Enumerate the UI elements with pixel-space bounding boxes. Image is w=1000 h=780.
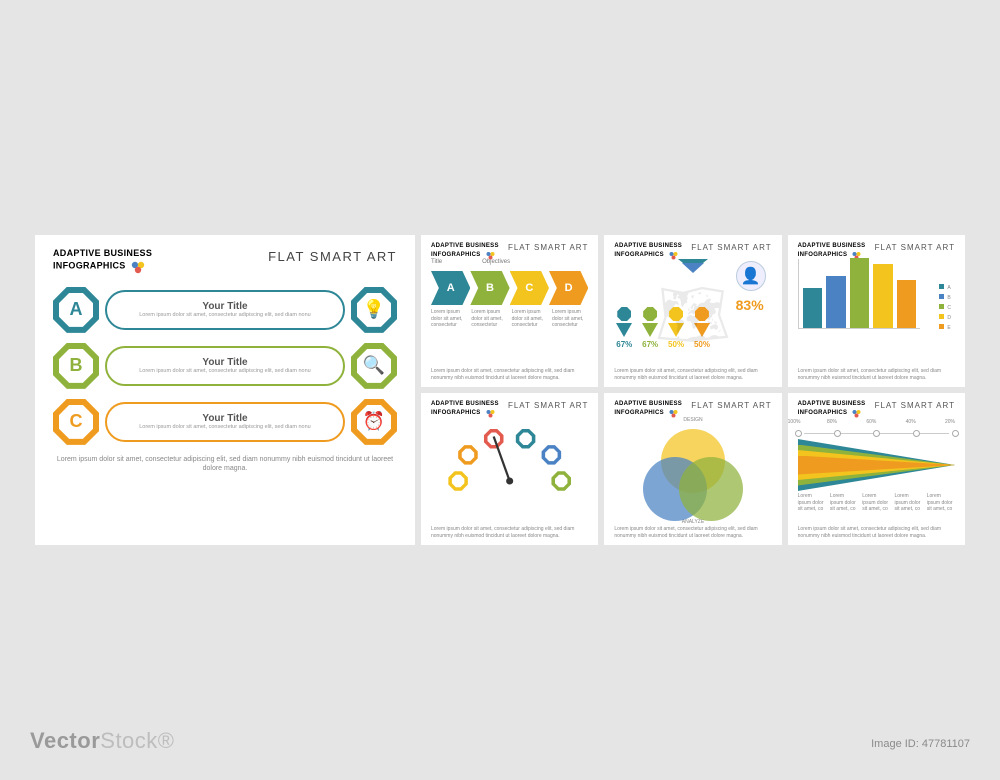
process-row: A Your Title Lorem ipsum dolor sit amet,… xyxy=(53,287,397,333)
tagline: FLAT SMART ART xyxy=(268,249,397,264)
bar xyxy=(897,280,917,328)
slide-area: ADAPTIVE BUSINESSINFOGRAPHICS FLAT SMART… xyxy=(788,393,965,545)
slide-gauge: ADAPTIVE BUSINESSINFOGRAPHICS FLAT SMART… xyxy=(421,393,598,545)
gauge-icon xyxy=(431,417,588,497)
slide-main: ADAPTIVE BUSINESS INFOGRAPHICS FLAT SMAR… xyxy=(35,235,415,545)
slide-chevrons: ADAPTIVE BUSINESSINFOGRAPHICS FLAT SMART… xyxy=(421,235,598,387)
process-row: C Your Title Lorem ipsum dolor sit amet,… xyxy=(53,399,397,445)
slide-worldstats: ADAPTIVE BUSINESSINFOGRAPHICS FLAT SMART… xyxy=(604,235,781,387)
gauge-node xyxy=(551,471,571,491)
gauge-node xyxy=(516,429,536,449)
big-percent: 83% xyxy=(736,297,764,313)
content-pill: Your Title Lorem ipsum dolor sit amet, c… xyxy=(105,346,345,386)
gauge-node xyxy=(458,445,478,465)
slide-venn: ADAPTIVE BUSINESSINFOGRAPHICS FLAT SMART… xyxy=(604,393,781,545)
venn-circle xyxy=(679,457,743,521)
letter-badge: A xyxy=(53,287,99,333)
watermark: VectorStock® xyxy=(30,728,175,754)
chevron-step: D xyxy=(549,271,588,305)
bar xyxy=(803,288,823,328)
chevron-step: C xyxy=(510,271,549,305)
letter-badge: B xyxy=(53,343,99,389)
legend-item: D xyxy=(931,313,951,323)
bar xyxy=(826,276,846,328)
process-row: B Your Title Lorem ipsum dolor sit amet,… xyxy=(53,343,397,389)
logo-icon xyxy=(131,260,145,274)
bar xyxy=(850,258,870,328)
chevron-step: B xyxy=(470,271,509,305)
gauge-node xyxy=(542,445,562,465)
chevron-step: A xyxy=(431,271,470,305)
content-pill: Your Title Lorem ipsum dolor sit amet, c… xyxy=(105,290,345,330)
icon-badge: ⏰ xyxy=(351,399,397,445)
brand: ADAPTIVE BUSINESSINFOGRAPHICS xyxy=(431,243,499,259)
icon-badge: 💡 xyxy=(351,287,397,333)
legend-item: C xyxy=(931,303,951,313)
bar xyxy=(873,264,893,328)
brand: ADAPTIVE BUSINESS INFOGRAPHICS xyxy=(53,249,152,273)
icon-badge: 🔍 xyxy=(351,343,397,389)
avatar-icon: 👤 xyxy=(736,261,766,291)
template-gallery: ADAPTIVE BUSINESS INFOGRAPHICS FLAT SMAR… xyxy=(35,235,965,545)
gauge-node xyxy=(448,471,468,491)
slide-barchart: ADAPTIVE BUSINESSINFOGRAPHICS FLAT SMART… xyxy=(788,235,965,387)
main-footer: Lorem ipsum dolor sit amet, consectetur … xyxy=(53,455,397,473)
content-pill: Your Title Lorem ipsum dolor sit amet, c… xyxy=(105,402,345,442)
legend-item: B xyxy=(931,293,951,303)
letter-badge: C xyxy=(53,399,99,445)
legend-item: A xyxy=(931,283,951,293)
image-id: Image ID: 47781107 xyxy=(871,738,970,750)
legend-item: E xyxy=(931,323,951,333)
